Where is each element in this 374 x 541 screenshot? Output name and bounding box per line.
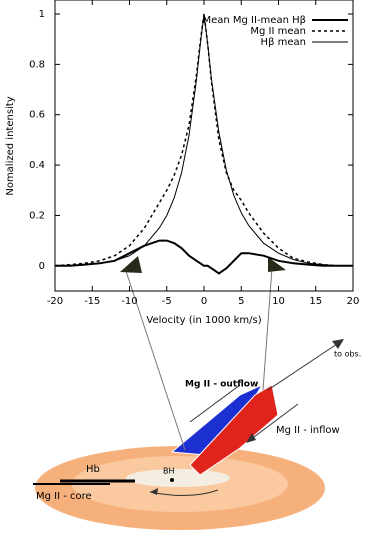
x-tick-label: -5: [162, 296, 172, 307]
diagram-shapes: [33, 256, 344, 530]
bh: [170, 478, 174, 482]
diagram-label: Mg II - outflow: [185, 380, 258, 390]
y-tick-label: 0: [39, 261, 45, 272]
series-line: [54, 13, 353, 267]
obs-arrow: [267, 341, 341, 391]
legend-label: Mg II mean: [250, 26, 306, 37]
inflow-cone: [189, 384, 279, 476]
x-tick-label: 5: [238, 296, 244, 307]
x-tick-label: 15: [309, 296, 322, 307]
y-tick-label: 0.2: [29, 210, 45, 221]
arrow-head: [332, 339, 344, 349]
diagram-label: Mg II - core: [36, 491, 92, 502]
inflow-arrow: [249, 403, 299, 441]
diagram-label: BH: [163, 467, 175, 476]
diagram-label: Hb: [86, 464, 100, 475]
plot-frame: [54, 0, 354, 292]
arrow-head: [150, 488, 158, 495]
connector: [262, 267, 273, 391]
series-line: [55, 239, 353, 275]
y-tick-label: 0.4: [29, 160, 45, 171]
outflow-arrow: [189, 384, 241, 423]
disk-core: [126, 469, 230, 487]
rotation-arrow: [149, 489, 219, 497]
arrow-head: [246, 433, 256, 443]
x-tick-label: -20: [47, 296, 63, 307]
x-tick-label: 0: [201, 296, 207, 307]
y-tick-label: 0.8: [29, 59, 45, 70]
marker-left: [120, 256, 142, 273]
marker-right: [268, 257, 286, 272]
x-tick-label: 10: [272, 296, 285, 307]
y-tick-label: 1: [39, 9, 45, 20]
x-tick-label: 20: [347, 296, 360, 307]
legend-label: Hβ mean: [261, 37, 306, 48]
y-axis-label: Nomalized intensity: [5, 96, 16, 195]
x-tick-label: -10: [121, 296, 137, 307]
y-tick-label: 0.6: [29, 110, 45, 121]
diagram-label: Mg II - inflow: [276, 425, 340, 436]
diagram-label: to obs.: [334, 350, 361, 359]
series-line: [55, 13, 353, 267]
legend-label: Mean Mg II-mean Hβ: [202, 15, 306, 26]
x-axis-label: Velocity (in 1000 km/s): [146, 315, 261, 326]
x-tick-label: -15: [84, 296, 100, 307]
connector: [124, 267, 186, 451]
